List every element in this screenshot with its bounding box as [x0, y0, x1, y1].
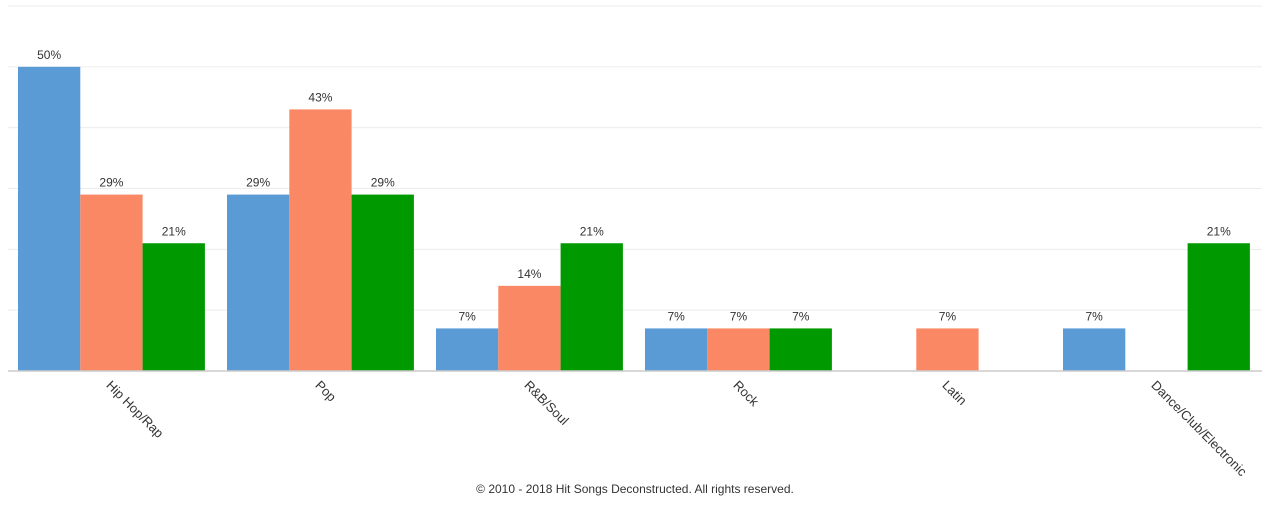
data-label: 29% [371, 176, 395, 190]
bar [289, 109, 352, 372]
bar [351, 194, 414, 371]
data-label: 50% [37, 48, 61, 62]
bar [1063, 328, 1126, 371]
data-label: 7% [730, 309, 748, 323]
bar [142, 243, 205, 371]
data-label: 14% [517, 267, 541, 281]
x-tick-label: Pop [312, 378, 339, 405]
x-tick-label: Hip Hop/Rap [103, 378, 166, 441]
bar [645, 328, 708, 371]
x-tick-label: R&B/Soul [521, 378, 572, 429]
data-label: 21% [1207, 224, 1231, 238]
bar [916, 328, 979, 371]
bar [769, 328, 832, 371]
data-labels: 50% 29% 21% 29% 43% 29% 7% 14% 21% 7% 7% 7% 7% 7% 21% [37, 48, 1231, 324]
data-label: 29% [99, 176, 123, 190]
data-label: 7% [792, 309, 810, 323]
copyright-footer: © 2010 - 2018 Hit Songs Deconstructed. A… [476, 482, 794, 496]
x-tick-label: Rock [730, 378, 762, 410]
gridlines [8, 5, 1262, 311]
bar [227, 194, 290, 371]
data-label: 7% [939, 309, 957, 323]
data-label: 21% [162, 224, 186, 238]
data-label: 7% [667, 309, 685, 323]
bar [436, 328, 499, 371]
bar [18, 66, 81, 371]
data-label: 21% [580, 224, 604, 238]
data-label: 7% [1085, 309, 1103, 323]
x-tick-label: Dance/Club/Electronic [1148, 378, 1250, 480]
bar [560, 243, 623, 371]
bar [1187, 243, 1250, 371]
bar [498, 285, 561, 371]
x-tick-label: Latin [939, 378, 970, 409]
bars [18, 66, 1250, 372]
data-label: 29% [246, 176, 270, 190]
bar [80, 194, 143, 371]
data-label: 43% [308, 90, 332, 104]
bar [707, 328, 770, 371]
data-label: 7% [458, 309, 476, 323]
x-axis-tick-labels: Hip Hop/Rap Pop R&B/Soul Rock Latin Dance/Clu… [103, 378, 1250, 480]
